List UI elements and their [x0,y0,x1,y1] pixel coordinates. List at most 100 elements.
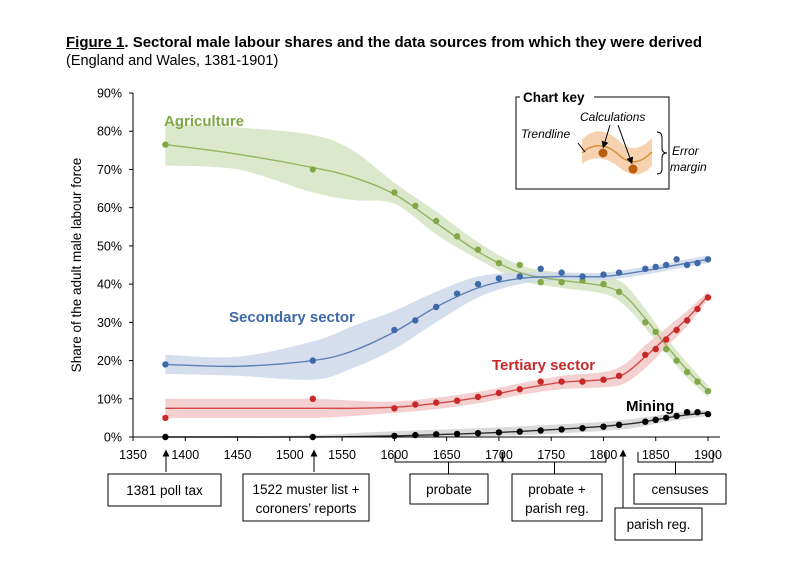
tertiary-sector-point [516,386,523,393]
tertiary-sector-point [412,401,419,408]
key-error-label-2: margin [670,160,707,174]
x-tick-label: 1700 [485,448,513,462]
secondary-sector-point [600,271,607,278]
source-probate-parish-line2: parish reg. [525,501,589,516]
secondary-sector-point [663,261,670,269]
agriculture-point [474,246,482,253]
key-calc-arrow-1 [601,124,611,149]
key-trendline [581,145,653,163]
tertiary-sector-point [453,397,461,404]
y-tick-label: 80% [97,125,122,139]
mining-point [704,410,712,418]
tertiary-sector-point [600,376,607,383]
chart-key: Chart key Trendline Calculations Error m… [515,90,707,190]
source-muster-line1: 1522 muster list + [253,482,360,497]
secondary-sector-point [615,269,623,276]
agriculture-point [433,217,440,225]
y-tick-label: 60% [97,201,122,215]
tertiary-sector-point [704,294,712,301]
agriculture-point [391,189,398,196]
tertiary-sector-point [663,336,670,343]
source-parish: parish reg. [627,517,691,532]
tertiary-sector-point [642,351,649,358]
x-tick-label: 1450 [224,448,252,462]
tertiary-sector-point [673,326,680,334]
agriculture-point [516,261,523,269]
y-tick-label: 20% [97,354,122,368]
tertiary-sector-point [652,345,659,353]
agriculture-point [683,368,691,376]
source-box-muster [242,473,370,522]
secondary-sector-point [309,357,316,364]
key-trendline-pointer [577,142,586,153]
secondary-sector-point [694,259,701,267]
agriculture-point [162,141,169,148]
agriculture-point [642,319,649,326]
agriculture-point [309,166,316,173]
secondary-sector-point [412,317,419,324]
secondary-sector-point [453,290,461,297]
x-tick-label: 1850 [642,448,670,462]
tertiary-sector-point [579,378,586,385]
x-tick-label: 1800 [590,448,618,462]
x-tick-label: 1900 [694,448,722,462]
chart-key-title: Chart key [523,90,585,105]
mining-error-band [165,410,708,438]
y-tick-label: 10% [97,392,122,406]
secondary-sector-point [474,280,482,288]
secondary-sector-point [391,326,398,334]
agriculture-point [694,378,701,385]
label-secondary: Secondary sector [229,309,355,326]
figure-title-text: . Sectoral male labour shares and the da… [124,34,703,51]
source-box-parish [614,507,703,541]
mining-point [537,427,544,434]
data-sources: 1381 poll tax 1522 muster list + coroner… [107,449,727,541]
agriculture-point [673,357,680,364]
censuses-bracket [637,452,714,474]
tertiary-sector-point [683,317,691,324]
x-tick-label: 1550 [328,448,356,462]
secondary-sector-point [495,275,503,282]
key-trendline-label: Trendline [521,127,570,141]
x-tick-label: 1400 [171,448,199,462]
secondary-sector-point [516,273,523,280]
label-mining: Mining [626,398,674,415]
probate-parish-bracket [502,452,607,474]
mining-point [558,426,565,433]
tertiary-sector-point [615,372,623,379]
agriculture-point [495,259,503,267]
y-tick-label: 50% [97,239,122,253]
mining-point [516,428,523,435]
agriculture-point [615,288,623,295]
mining-point [474,430,482,437]
tertiary-sector-point [391,405,398,412]
secondary-sector-point [673,256,680,263]
tertiary-sector-point [495,389,503,397]
secondary-sector-error-band [165,255,708,380]
y-tick-label: 90% [97,87,122,101]
mining-point [453,430,461,438]
secondary-sector-point [704,256,712,263]
secondary-sector-point [642,265,649,272]
mining-point [642,418,649,425]
x-tick-label: 1500 [276,448,304,462]
figure-number: Figure 1 [66,34,125,51]
source-probate: probate [426,482,472,497]
tertiary-sector-point [694,305,701,313]
tertiary-sector-point [162,414,169,422]
tertiary-sector-error-band [165,291,708,419]
source-muster-line2: coroners’ reports [256,501,357,516]
key-error-label-1: Error [672,144,700,158]
mining-point [433,431,440,438]
source-box-censuses [633,473,727,505]
probate-bracket [394,452,503,474]
agriculture-point [412,202,419,209]
mining-point [652,416,659,423]
secondary-sector-point [162,361,169,368]
agriculture-point [453,233,461,240]
key-calc-point-1 [598,148,608,158]
mining-point [694,409,701,416]
secondary-sector-point [683,261,691,269]
key-error-brace [656,131,668,175]
secondary-sector-point [652,263,659,271]
